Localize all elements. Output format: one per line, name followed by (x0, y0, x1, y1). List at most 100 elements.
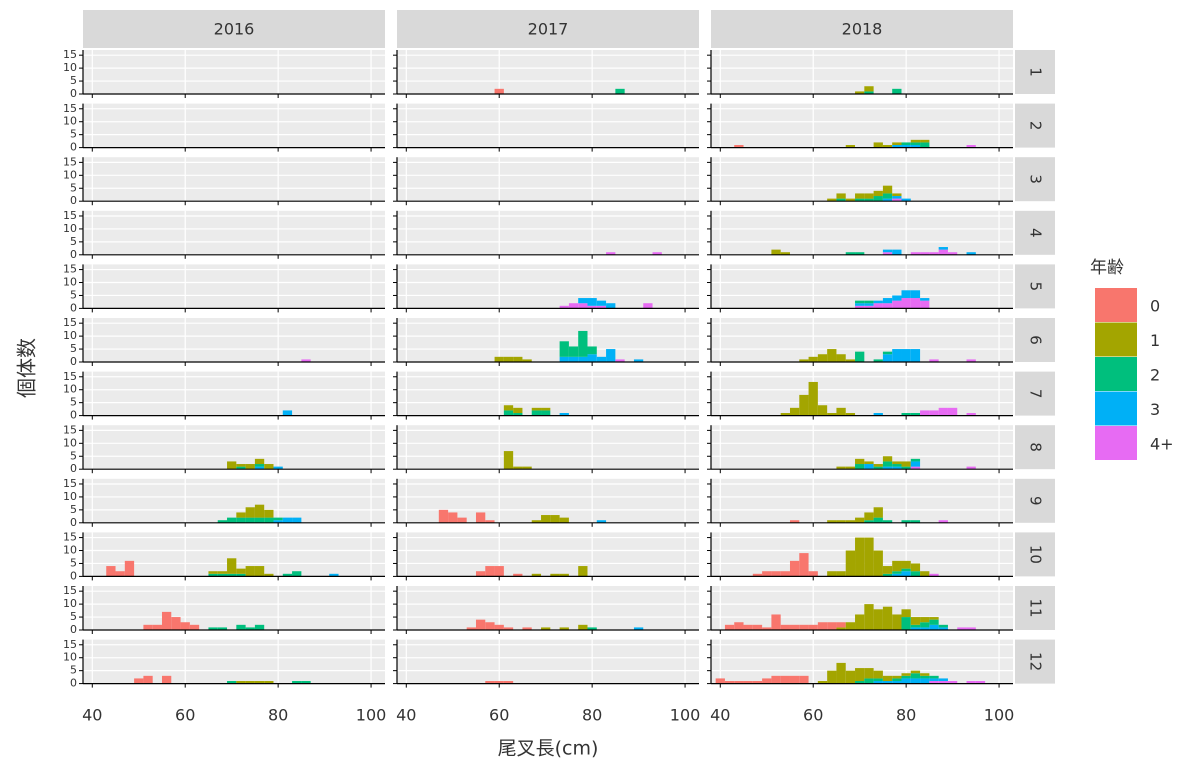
bar-segment (864, 300, 874, 304)
bar-segment (882, 354, 893, 362)
y-tick-label: 5 (70, 610, 77, 623)
bar-segment (752, 573, 763, 577)
row-strip (1015, 103, 1055, 148)
row-label: 12 (1027, 652, 1045, 671)
bar-segment (143, 675, 153, 684)
bar-segment (217, 627, 228, 630)
bar-segment (882, 198, 893, 202)
bar-segment (115, 571, 125, 577)
y-tick-label: 5 (70, 449, 77, 462)
row-strip (1015, 157, 1055, 202)
legend-key (1095, 357, 1137, 391)
bar-segment (652, 252, 662, 255)
bar-segment (864, 461, 874, 465)
panel-background (711, 103, 1013, 148)
bar-segment (873, 609, 883, 630)
bar-segment (855, 305, 865, 309)
legend-key (1095, 322, 1137, 357)
bar-segment (578, 566, 588, 577)
bar-segment (789, 675, 800, 684)
bar-segment (771, 571, 781, 577)
bar-segment (920, 252, 930, 255)
bar-segment (882, 303, 893, 309)
bar-segment (513, 356, 523, 362)
bar-segment (845, 520, 856, 523)
bar-segment (827, 413, 837, 416)
bar-segment (966, 413, 976, 416)
panel-background (397, 532, 699, 577)
bar-segment (227, 573, 237, 577)
bar-segment (873, 681, 883, 684)
bar-segment (743, 624, 753, 630)
bar-segment (855, 464, 865, 470)
bar-segment (827, 198, 837, 202)
bar-segment (901, 413, 911, 416)
y-tick-label: 0 (70, 569, 77, 582)
bar-segment (799, 675, 809, 684)
bar-segment (643, 303, 653, 309)
y-tick-label: 15 (63, 48, 77, 61)
bar-segment (892, 461, 902, 465)
bar-segment (882, 351, 893, 355)
bar-segment (892, 675, 902, 679)
legend-label: 1 (1150, 331, 1160, 350)
x-tick-label: 40 (82, 706, 102, 725)
y-tick-label: 10 (63, 597, 77, 610)
column-label: 2017 (528, 20, 569, 39)
bar-segment (292, 517, 302, 523)
x-tick-label: 80 (268, 706, 288, 725)
bar-segment (799, 359, 809, 362)
bar-segment (845, 622, 856, 630)
bar-segment (780, 624, 790, 630)
bar-segment (236, 464, 246, 467)
bar-segment (920, 300, 930, 309)
legend-key (1095, 288, 1137, 322)
bar-segment (503, 627, 514, 630)
bar-segment (329, 573, 339, 577)
row-label: 4 (1027, 228, 1045, 238)
legend-label: 3 (1150, 400, 1160, 419)
row-strip (1015, 639, 1055, 684)
bar-segment (715, 678, 725, 684)
bar-segment (901, 675, 911, 679)
bar-segment (873, 142, 883, 148)
bar-segment (920, 627, 930, 630)
bar-segment (799, 394, 809, 416)
y-tick-label: 0 (70, 409, 77, 422)
y-tick-label: 5 (70, 181, 77, 194)
bar-segment (855, 668, 865, 682)
bar-segment (892, 300, 902, 309)
bar-segment (938, 624, 948, 628)
bar-segment (615, 88, 625, 94)
y-tick-label: 15 (63, 155, 77, 168)
bar-segment (892, 88, 902, 94)
y-tick-label: 0 (70, 141, 77, 154)
bar-segment (836, 662, 846, 684)
bar-segment (245, 517, 255, 523)
bar-segment (836, 622, 846, 628)
bar-segment (929, 678, 939, 682)
bar-segment (920, 571, 930, 577)
bar-segment (938, 678, 948, 682)
bar-segment (780, 675, 790, 684)
bar-segment (873, 359, 883, 362)
bar-segment (550, 573, 560, 577)
bar-segment (892, 349, 902, 362)
bar-segment (920, 142, 930, 148)
bar-segment (752, 624, 763, 630)
bar-segment (910, 458, 921, 462)
bar-segment (808, 381, 818, 416)
row-strip (1015, 371, 1055, 416)
bar-segment (161, 611, 172, 630)
bar-segment (559, 341, 569, 357)
bar-segment (873, 190, 883, 197)
bar-segment (901, 568, 911, 572)
bar-segment (606, 252, 616, 255)
y-tick-label: 15 (63, 316, 77, 329)
bar-segment (522, 627, 532, 630)
bar-segment (910, 298, 921, 309)
bar-segment (541, 407, 551, 411)
bar-segment (578, 356, 588, 362)
bar-segment (929, 617, 939, 620)
